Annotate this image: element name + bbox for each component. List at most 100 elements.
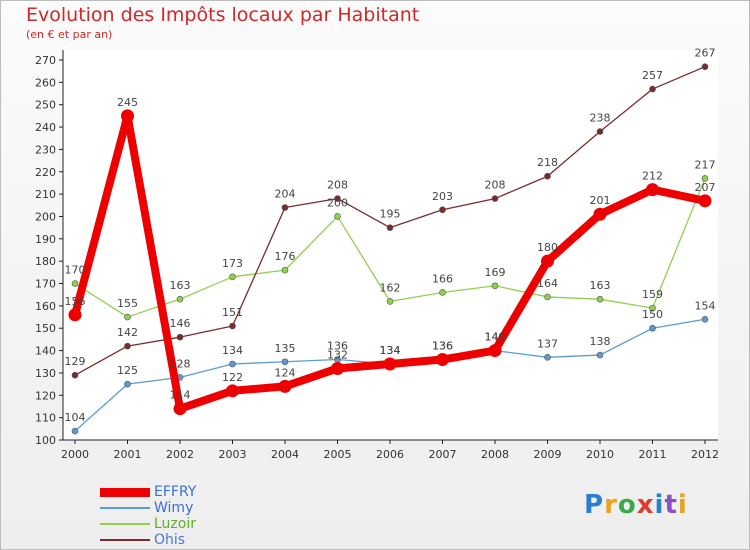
legend-label: EFFRY <box>154 484 197 500</box>
data-point-ohis <box>491 195 499 202</box>
data-label-effry: 132 <box>327 348 348 361</box>
data-point-effry <box>173 402 187 416</box>
data-label-ohis: 195 <box>380 208 401 221</box>
data-label-effry: 207 <box>695 181 716 194</box>
y-tick-label: 230 <box>35 143 56 156</box>
y-tick-label: 180 <box>35 255 56 268</box>
chart-subtitle: (en € et par an) <box>26 28 113 41</box>
data-point-wimy <box>544 353 551 361</box>
data-label-luzoir: 170 <box>65 264 86 277</box>
data-label-ohis: 208 <box>327 179 348 192</box>
data-label-effry: 156 <box>65 295 86 308</box>
data-label-wimy: 135 <box>275 342 296 355</box>
data-label-luzoir: 200 <box>327 196 348 209</box>
data-point-ohis <box>544 172 551 180</box>
y-tick-label: 130 <box>35 367 56 380</box>
legend-swatch <box>100 539 150 541</box>
legend-swatch <box>100 523 150 525</box>
data-point-luzoir <box>71 280 79 287</box>
data-label-ohis: 267 <box>695 47 716 60</box>
x-tick-label: 2009 <box>534 448 562 461</box>
x-tick-label: 2005 <box>324 448 352 461</box>
data-point-wimy <box>701 315 709 323</box>
legend-item-luzoir: Luzoir <box>100 516 196 532</box>
data-label-effry: 114 <box>170 389 191 402</box>
y-tick-label: 150 <box>35 322 56 335</box>
data-label-luzoir: 166 <box>432 272 453 285</box>
data-label-luzoir: 173 <box>222 257 243 270</box>
data-point-wimy <box>281 358 289 366</box>
legend-label: Wimy <box>154 500 194 516</box>
data-point-ohis <box>701 63 709 71</box>
data-label-wimy: 138 <box>590 335 611 348</box>
x-tick-label: 2007 <box>429 448 457 461</box>
data-point-wimy <box>649 324 656 332</box>
data-point-luzoir <box>386 298 394 305</box>
data-point-effry <box>698 194 712 208</box>
y-tick-label: 260 <box>35 76 56 89</box>
data-label-ohis: 203 <box>432 190 453 203</box>
legend-item-wimy: Wimy <box>100 500 196 516</box>
data-point-luzoir <box>649 304 656 312</box>
chart-legend: EFFRY Wimy Luzoir Ohis <box>100 484 196 548</box>
data-label-effry: 124 <box>275 366 296 379</box>
y-tick-label: 120 <box>35 389 56 402</box>
data-label-ohis: 257 <box>642 69 663 82</box>
data-label-luzoir: 169 <box>485 266 506 279</box>
y-tick-label: 100 <box>35 434 56 447</box>
legend-item-ohis: Ohis <box>100 532 196 548</box>
data-label-wimy: 104 <box>65 411 86 424</box>
data-point-luzoir <box>439 289 446 296</box>
data-point-effry <box>226 384 239 398</box>
data-point-luzoir <box>281 266 289 274</box>
data-point-effry <box>488 344 502 358</box>
data-point-ohis <box>334 195 341 202</box>
y-tick-label: 170 <box>35 278 56 291</box>
data-label-ohis: 204 <box>275 188 296 201</box>
data-point-wimy <box>71 427 79 435</box>
data-point-luzoir <box>544 293 551 301</box>
data-label-wimy: 136 <box>327 340 348 353</box>
data-label-wimy: 134 <box>222 344 243 357</box>
data-label-ohis: 129 <box>65 355 86 368</box>
data-point-ohis <box>439 206 446 214</box>
data-point-effry <box>593 207 607 221</box>
x-tick-label: 2002 <box>166 448 194 461</box>
data-point-ohis <box>649 85 656 93</box>
legend-label: Ohis <box>154 532 186 548</box>
data-label-ohis: 238 <box>590 112 611 125</box>
y-tick-label: 160 <box>35 300 56 313</box>
data-point-effry <box>436 353 449 367</box>
data-point-effry <box>121 109 134 123</box>
y-tick-label: 110 <box>35 412 56 425</box>
data-label-ohis: 218 <box>537 156 558 169</box>
data-label-effry: 245 <box>117 96 138 109</box>
data-point-luzoir <box>701 175 709 182</box>
data-label-wimy: 137 <box>537 337 558 350</box>
chart-title: Evolution des Impôts locaux par Habitant <box>26 4 420 26</box>
y-tick-label: 250 <box>35 99 56 112</box>
data-label-ohis: 142 <box>117 326 138 339</box>
data-label-wimy: 128 <box>170 357 191 370</box>
data-label-ohis: 151 <box>222 306 243 319</box>
x-tick-label: 2004 <box>271 448 299 461</box>
x-tick-label: 2006 <box>376 448 404 461</box>
data-label-effry: 122 <box>222 371 243 384</box>
x-tick-label: 2001 <box>114 448 142 461</box>
data-label-effry: 140 <box>485 331 506 344</box>
data-point-luzoir <box>334 213 341 220</box>
legend-label: Luzoir <box>154 516 196 532</box>
data-point-luzoir <box>124 313 131 321</box>
data-point-effry <box>646 183 659 197</box>
data-label-luzoir: 176 <box>275 250 296 263</box>
data-point-wimy <box>596 351 604 359</box>
data-label-ohis: 208 <box>485 179 506 192</box>
data-point-ohis <box>71 371 79 379</box>
y-tick-label: 210 <box>35 188 56 201</box>
legend-swatch <box>100 487 150 497</box>
x-tick-label: 2003 <box>219 448 247 461</box>
data-label-luzoir: 217 <box>695 158 716 171</box>
data-label-luzoir: 164 <box>537 277 558 290</box>
x-tick-label: 2000 <box>61 448 89 461</box>
data-label-effry: 134 <box>380 344 401 357</box>
